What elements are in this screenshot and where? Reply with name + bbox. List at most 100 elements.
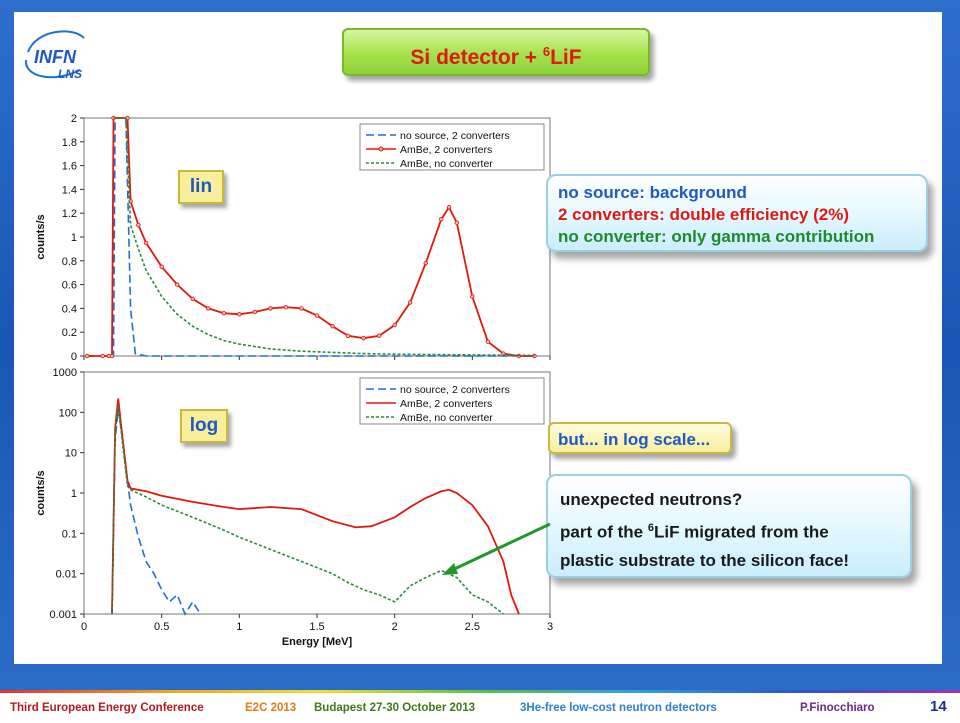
legend-box: [359, 123, 545, 171]
infn-logo: INFN LNS: [22, 26, 102, 84]
series-marker: [446, 205, 452, 210]
series-marker: [237, 312, 242, 317]
note1-line1: no source: background: [558, 183, 747, 202]
legend: no source, 2 converters AmBe, 2 converter…: [359, 123, 545, 171]
x-tick-label: 2: [392, 621, 398, 633]
series-marker: [84, 353, 90, 359]
y-axis-label: counts/s: [35, 470, 47, 515]
y-tick-label: 10: [65, 448, 77, 460]
y-tick-label: 0.01: [56, 569, 77, 581]
y-tick-label: 1: [71, 232, 77, 244]
series-marker: [136, 222, 141, 228]
chart-linear: 0 0.2 0.4 0.6 0.8 1 1.2 1.4 1.6 1.8 2 counts/s no so…: [35, 113, 551, 363]
note1-line3: no converter: only gamma contribution: [558, 227, 875, 246]
note3-line3: plastic substrate to the silicon face!: [560, 550, 850, 570]
note3-line1: unexpected neutrons?: [560, 490, 743, 509]
x-tick-label: 2.5: [465, 621, 480, 633]
x-tick-label: 0: [81, 621, 87, 633]
series-line-2: [111, 398, 520, 615]
series-line-1: [111, 408, 202, 616]
note2-text: but... in log scale...: [558, 430, 711, 449]
series-marker: [454, 220, 459, 225]
series-marker: [190, 296, 195, 302]
note-log-scale: but... in log scale...: [548, 422, 732, 454]
title-main: Si detector +: [410, 46, 543, 69]
legend-label: no source, 2 converters: [400, 130, 510, 142]
x-tick-label: 0.5: [154, 621, 169, 633]
series-marker: [100, 353, 105, 359]
legend: no source, 2 converters AmBe, 2 converter…: [359, 377, 545, 425]
series-marker: [283, 305, 289, 310]
series-marker: [268, 306, 273, 311]
x-tick-label: 1: [236, 621, 242, 633]
footer-page-number: 14: [930, 698, 947, 715]
footer-conference: Third European Energy Conference: [10, 702, 204, 714]
y-tick-label: 0.6: [62, 280, 77, 292]
y-axis-label: counts/s: [35, 214, 47, 259]
y-tick-label: 1.6: [62, 161, 77, 173]
legend-label: no source, 2 converters: [400, 384, 510, 396]
series-marker: [109, 353, 115, 359]
y-tick-label: 0: [71, 351, 77, 363]
footer-place: Budapest 27-30 October 2013: [314, 702, 476, 714]
logo-text-lns: LNS: [58, 67, 82, 81]
note3-line2-sup: 6: [647, 522, 654, 534]
series-line-3: [111, 405, 504, 615]
series-marker: [143, 240, 149, 246]
y-tick-label: 1.2: [62, 208, 77, 220]
pointer-arrowhead: [442, 563, 458, 575]
series-marker: [345, 333, 351, 338]
series-marker: [439, 216, 444, 222]
slide: INFN LNS Si detector + 6LiF 0 0.2 0.4 0.6 0.…: [14, 12, 942, 664]
note3-line2: part of the 6LiF migrated from the: [560, 514, 910, 547]
logo-text-infn: INFN: [34, 47, 77, 67]
series-marker: [206, 306, 211, 311]
series-marker: [330, 324, 335, 329]
slide-title: Si detector + 6LiF: [342, 28, 650, 76]
y-tick-label: 100: [59, 407, 77, 419]
y-tick-label: 0.4: [62, 303, 77, 315]
legend-label: AmBe, no converter: [400, 158, 493, 170]
x-axis-label: Energy [MeV]: [282, 636, 353, 648]
series-marker: [314, 313, 320, 318]
series-marker: [392, 322, 397, 328]
y-tick-label: 0.001: [49, 609, 77, 621]
series-marker: [159, 264, 164, 269]
series-line-1: [87, 117, 535, 357]
footer-e2c: E2C 2013: [245, 702, 297, 714]
arrow-svg: [442, 522, 551, 575]
footer-author: P.Finocchiaro: [800, 702, 875, 714]
y-tick-label: 1.8: [62, 137, 77, 149]
series-marker: [485, 339, 491, 344]
series-marker: [252, 309, 258, 315]
tag-lin-label: lin: [189, 176, 213, 197]
title-tail: LiF: [550, 46, 582, 69]
series-marker: [470, 294, 475, 299]
series-marker: [408, 300, 413, 305]
y-tick-label: 2: [71, 113, 77, 125]
charts-svg: 0 0.2 0.4 0.6 0.8 1 1.2 1.4 1.6 1.8 2 counts/s no so…: [35, 113, 553, 648]
series-marker: [376, 333, 382, 338]
footer-bar: Third European Energy Conference E2C 201…: [0, 690, 960, 723]
series-marker: [361, 335, 366, 341]
pointer-arrow: [447, 522, 551, 574]
y-tick-label: 1.4: [62, 184, 77, 196]
note-legend-explanation: no source: background 2 converters: doub…: [546, 174, 928, 252]
series-line-3: [113, 117, 535, 357]
y-tick-label: 0.8: [62, 256, 77, 268]
series-marker: [221, 310, 226, 316]
legend-label: AmBe, 2 converters: [400, 144, 492, 156]
note3-line2b: LiF migrated from the: [653, 522, 829, 542]
tag-lin: lin: [178, 170, 224, 204]
x-tick-label: 1.5: [309, 621, 324, 633]
note-unexpected-neutrons: unexpected neutrons? part of the 6LiF mi…: [546, 474, 912, 578]
tag-log: log: [180, 409, 228, 443]
y-tick-label: 1: [71, 488, 77, 500]
legend-marker: [378, 146, 384, 152]
title-sup: 6: [542, 44, 551, 59]
infn-logo-graphic: INFN LNS: [24, 30, 85, 81]
note1-line2: 2 converters: double efficiency (2%): [558, 205, 849, 224]
note3-line2a: part of the: [560, 522, 648, 542]
legend-box: [359, 377, 545, 425]
y-tick-label: 0.1: [62, 528, 77, 540]
